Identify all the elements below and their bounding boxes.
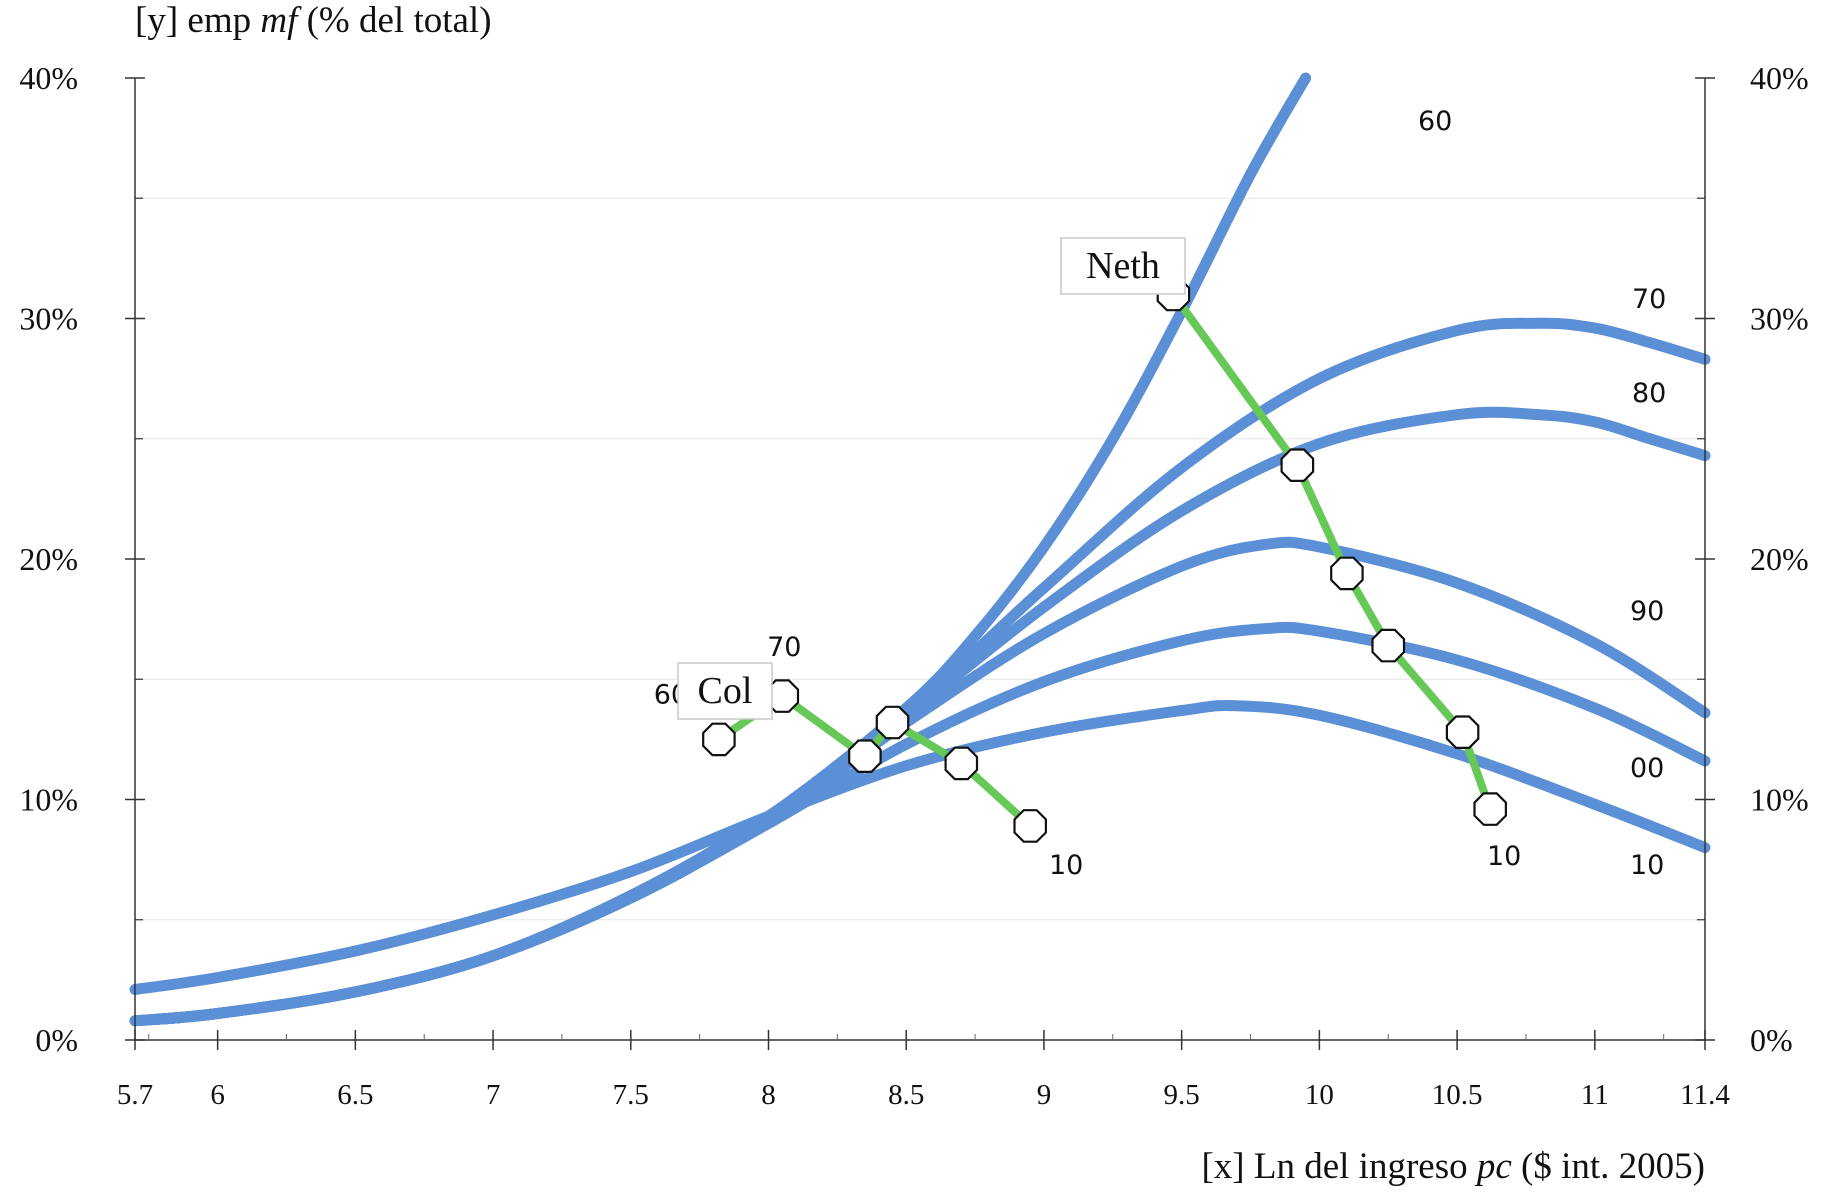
- marker-col: [875, 705, 910, 740]
- curve-70: [129, 317, 1711, 1027]
- curve-label-10: 10: [1630, 850, 1664, 881]
- x-tick-label: 6.5: [337, 1079, 373, 1111]
- x-tick-label: 7: [486, 1079, 501, 1111]
- point-label-neth: 10: [1487, 841, 1521, 872]
- y-tick-label-right: 20%: [1750, 541, 1809, 577]
- marker-col: [848, 739, 882, 774]
- marker-neth: [1473, 792, 1508, 826]
- curves: [129, 72, 1711, 1027]
- y-tick-label-right: 10%: [1750, 782, 1809, 818]
- x-tick-label: 8.5: [888, 1079, 924, 1111]
- axes: [125, 77, 1715, 1050]
- marker-neth: [1330, 556, 1364, 591]
- curve-label-60: 60: [1418, 106, 1452, 137]
- y-tick-label-left: 40%: [19, 60, 78, 96]
- country-box-neth: [1060, 237, 1186, 295]
- country-name-col: Col: [698, 670, 753, 712]
- x-tick-label: 10.5: [1432, 1079, 1483, 1111]
- marker-neth: [1280, 448, 1315, 482]
- curve-label-80: 80: [1632, 378, 1666, 409]
- y-tick-label-right: 0%: [1750, 1022, 1793, 1058]
- x-tick-label: 8: [761, 1079, 776, 1111]
- labels: 0% 0% 10% 10% 20% 20% 30% 30% 40% 40% 5.7 6 6.5 7 7.5 8…: [19, 60, 1808, 1111]
- y-axis-title: [y] emp mf (% del total): [135, 0, 492, 41]
- y-tick-label-right: 30%: [1750, 301, 1809, 337]
- x-tick-label: 7.5: [613, 1079, 649, 1111]
- curve-10: [129, 699, 1711, 995]
- point-label-col: 10: [1049, 850, 1083, 881]
- x-tick-label: 9.5: [1164, 1079, 1200, 1111]
- x-tick-label: 11.4: [1680, 1079, 1730, 1111]
- country-name-neth: Neth: [1086, 245, 1160, 287]
- marker-col: [702, 722, 736, 757]
- x-tick-label: 10: [1305, 1079, 1334, 1111]
- curve-label-70: 70: [1632, 284, 1666, 315]
- y-tick-label-left: 0%: [35, 1022, 78, 1058]
- x-tick-label: 9: [1037, 1079, 1052, 1111]
- y-tick-label-left: 20%: [19, 541, 78, 577]
- x-tick-label: 11: [1581, 1079, 1609, 1111]
- marker-neth: [1445, 715, 1480, 750]
- x-axis-title: [x] Ln del ingreso pc ($ int. 2005): [1201, 1146, 1705, 1187]
- curve-00: [129, 621, 1711, 1027]
- y-tick-label-left: 30%: [19, 301, 78, 337]
- y-tick-label-right: 40%: [1750, 60, 1809, 96]
- curve-label-90: 90: [1630, 596, 1664, 627]
- y-tick-label-left: 10%: [19, 782, 78, 818]
- marker-col: [944, 746, 979, 781]
- grid: [135, 197, 1705, 921]
- point-label-col: 70: [767, 632, 801, 663]
- x-tick-label: 5.7: [117, 1079, 153, 1111]
- country-box-col: [677, 662, 773, 720]
- marker-neth: [1371, 628, 1406, 663]
- x-tick-label: 6: [210, 1079, 225, 1111]
- marker-col: [1013, 809, 1048, 843]
- curve-label-00: 00: [1630, 753, 1664, 784]
